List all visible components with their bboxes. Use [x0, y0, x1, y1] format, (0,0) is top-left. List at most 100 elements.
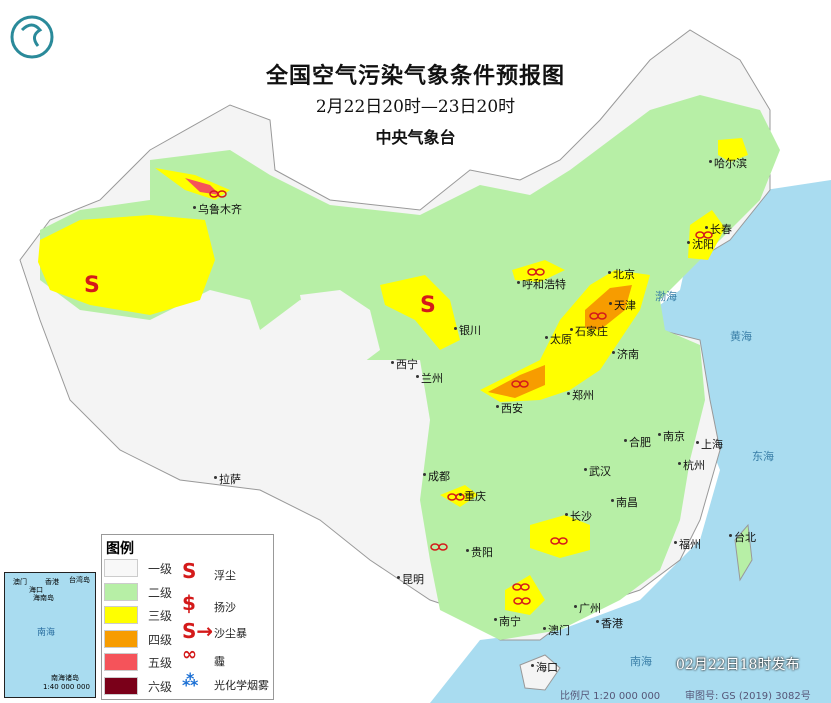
level-label: 六级: [148, 680, 173, 694]
city-label: 石家庄: [570, 325, 608, 338]
haze-icon: [695, 231, 713, 239]
sea-label: 东海: [752, 449, 774, 463]
swatch-level4: [104, 630, 138, 648]
haze-icon: [209, 190, 227, 198]
inset-label: 澳门: [13, 578, 27, 586]
issuer: 中央气象台: [375, 128, 456, 147]
city-label: 西宁: [391, 358, 418, 371]
haze-icon: ∞: [182, 644, 197, 665]
symbol-label: 霾: [214, 655, 225, 668]
city-label: 南京: [658, 430, 685, 443]
level3-harbin: [718, 138, 748, 162]
city-label: 成都: [423, 470, 450, 483]
city-label: 海口: [531, 661, 558, 674]
inset-label: 海南岛: [33, 594, 54, 602]
city-label: 上海: [696, 438, 723, 451]
city-label: 哈尔滨: [709, 157, 747, 170]
city-label: 济南: [612, 348, 639, 361]
level3-shenyang: [688, 210, 725, 260]
level5-urumqi: [185, 178, 220, 195]
level-label: 二级: [148, 586, 173, 600]
city-label: 南宁: [494, 615, 521, 628]
hainan: [519, 654, 561, 691]
city-label: 昆明: [397, 573, 424, 586]
city-label: 拉萨: [214, 473, 241, 486]
sea-label: 黄海: [730, 329, 752, 343]
cma-logo: [10, 15, 54, 59]
city-label: 兰州: [416, 372, 443, 385]
photochemical-smog-icon: ⁂: [182, 671, 199, 690]
level3-chongqing: [440, 485, 478, 507]
floating-dust-icon: S: [182, 559, 197, 583]
city-label: 长沙: [565, 510, 592, 523]
map-approval-number: 审图号: GS (2019) 3082号: [685, 691, 811, 702]
level3-hunan: [530, 515, 590, 558]
inset-scale: 1:40 000 000: [43, 683, 90, 691]
sea: [430, 180, 831, 703]
level-label: 一级: [148, 562, 173, 576]
legend: 图例 一级 二级 三级 四级 五级 六级 S 浮尘 $ 扬沙 S→ 沙尘暴 ∞ 霾 ⁂ 光…: [101, 534, 274, 700]
city-label: 合肥: [624, 436, 651, 449]
swatch-level2: [104, 583, 138, 601]
haze-icon: [589, 312, 607, 320]
city-label: 沈阳: [687, 238, 714, 251]
city-label: 台北: [729, 531, 756, 544]
city-label: 南昌: [611, 496, 638, 509]
level2-region: [40, 95, 780, 640]
map-title: 全国空气污染气象条件预报图: [265, 64, 565, 89]
city-label: 银川: [454, 324, 481, 337]
symbol-label: 沙尘暴: [214, 627, 247, 640]
city-label: 杭州: [678, 459, 705, 472]
map-scale: 比例尺 1:20 000 000: [560, 691, 661, 702]
sandstorm-icon: S→: [182, 619, 214, 643]
haze-icon: [527, 268, 545, 276]
city-label: 西安: [496, 402, 523, 415]
swatch-level3: [104, 606, 138, 624]
taiwan: [734, 523, 753, 582]
swatch-level6: [104, 677, 138, 695]
level3-south-xinjiang: [38, 215, 215, 315]
city-label: 澳门: [543, 624, 570, 637]
haze-icon: [430, 543, 448, 551]
symbol-label: 浮尘: [214, 569, 236, 582]
symbol-label: 光化学烟雾: [214, 679, 269, 692]
issue-time: 02月22日18时发布: [676, 657, 800, 673]
legend-title: 图例: [106, 541, 134, 557]
forecast-period: 2月22日20时—23日20时: [315, 97, 516, 117]
city-label: 武汉: [584, 465, 611, 478]
city-label: 福州: [674, 538, 701, 551]
haze-icon: [550, 537, 568, 545]
haze-icon: [511, 380, 529, 388]
city-label: 长春: [705, 223, 732, 236]
sea-label: 渤海: [655, 289, 677, 303]
city-label: 广州: [574, 602, 601, 615]
south-china-sea-inset: 澳门 香港 台湾岛 海口 海南岛 南海 南海诸岛 1:40 000 000: [4, 572, 96, 698]
city-label: 天津: [609, 299, 636, 312]
city-label: 重庆: [459, 490, 486, 503]
level-label: 三级: [148, 609, 173, 623]
floating-dust-icon: S: [420, 293, 436, 318]
city-label: 呼和浩特: [517, 278, 566, 291]
inset-label: 香港: [45, 578, 59, 586]
city-label: 香港: [596, 617, 623, 630]
level3-hohhot: [512, 260, 565, 282]
level3-ningxia: [380, 275, 460, 350]
level1-qinghai: [300, 290, 380, 365]
city-label: 郑州: [567, 389, 594, 402]
haze-icon: [513, 597, 531, 605]
inset-label: 南海诸岛: [51, 674, 79, 682]
symbol-label: 扬沙: [214, 601, 236, 614]
city-label: 太原: [545, 333, 572, 346]
haze-icon: [512, 583, 530, 591]
blowing-sand-icon: $: [182, 591, 196, 615]
swatch-level5: [104, 653, 138, 671]
level-label: 四级: [148, 633, 173, 647]
floating-dust-icon: S: [84, 273, 100, 298]
city-label: 乌鲁木齐: [193, 203, 242, 216]
city-label: 北京: [608, 268, 635, 281]
level-label: 五级: [148, 656, 173, 670]
city-label: 贵阳: [466, 546, 493, 559]
swatch-level1: [104, 559, 138, 577]
inset-label: 海口: [29, 586, 43, 594]
